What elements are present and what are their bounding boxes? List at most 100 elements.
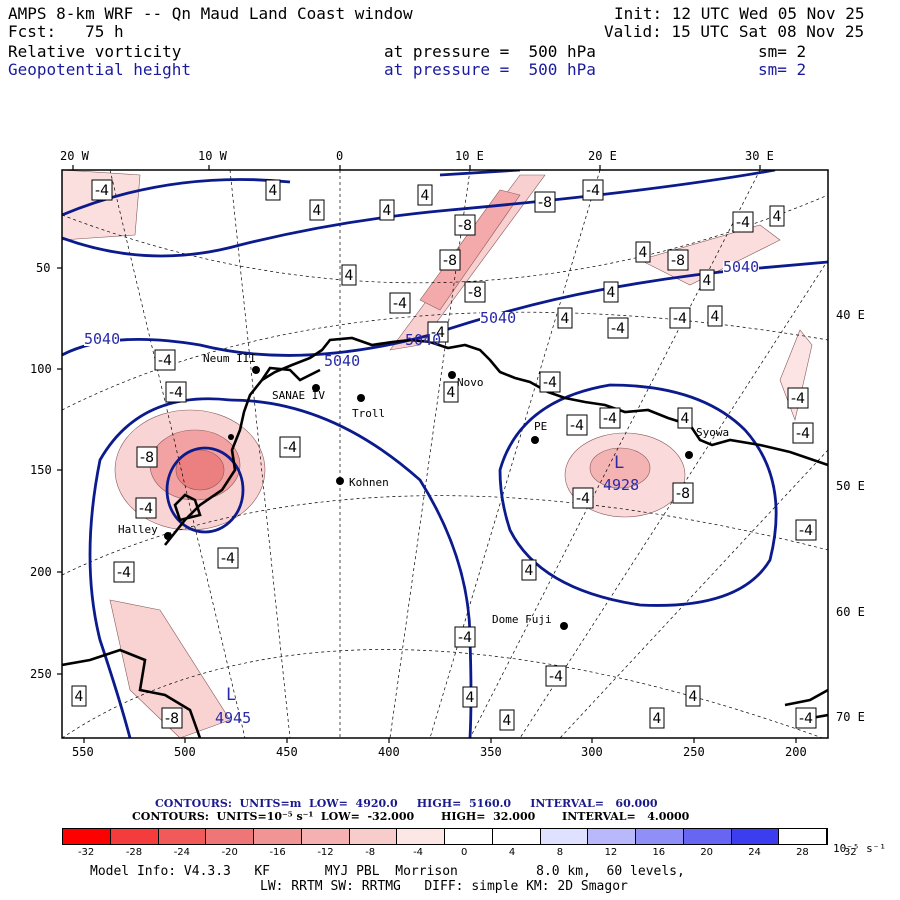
height-label: 5040 — [405, 331, 442, 349]
bottom-axis-label: 300 — [581, 745, 603, 759]
svg-text:-4: -4 — [603, 411, 617, 427]
height-contour — [439, 170, 521, 177]
svg-text:4: 4 — [421, 188, 430, 204]
colorbar-tick-label: -12 — [317, 847, 334, 858]
right-axis-label: 70 E — [836, 710, 865, 724]
valid-time: Valid: 15 UTC Sat 08 Nov 25 — [604, 22, 865, 41]
svg-text:4: 4 — [653, 711, 662, 727]
height-label: 5040 — [723, 258, 760, 276]
field1-name: Relative vorticity — [8, 42, 182, 61]
vort-label: -4 — [607, 317, 629, 339]
vort-label: -8 — [454, 214, 476, 236]
svg-text:4: 4 — [711, 309, 720, 325]
colorbar-tick-label: 32 — [843, 847, 857, 858]
colorbar-swatch — [588, 829, 636, 844]
vort-label: 4 — [521, 559, 537, 581]
vort-label: -4 — [792, 422, 814, 444]
svg-text:-4: -4 — [117, 565, 131, 581]
vorticity-contour-info: CONTOURS: UNITS=10⁻⁵ s⁻¹ LOW= -32.000 HI… — [132, 810, 690, 823]
vort-label: 4 — [462, 686, 478, 708]
vort-label: 4 — [707, 305, 723, 327]
station-label: Halley — [118, 523, 158, 536]
bottom-axis-label: 250 — [683, 745, 705, 759]
field2-name: Geopotential height — [8, 60, 192, 79]
svg-text:4: 4 — [313, 203, 322, 219]
colorbar-swatch — [683, 829, 732, 844]
svg-text:-4: -4 — [95, 183, 109, 199]
svg-text:-4: -4 — [283, 440, 297, 456]
vort-label: -4 — [545, 665, 567, 687]
height-contour — [229, 398, 473, 738]
low-marker: L — [614, 453, 625, 473]
vorticity-patch — [589, 447, 651, 489]
vort-label: -8 — [672, 482, 694, 504]
svg-text:-8: -8 — [443, 253, 457, 269]
station-label: Syowa — [696, 426, 730, 439]
top-axis-label: 10 W — [198, 149, 227, 163]
svg-text:4: 4 — [561, 311, 570, 327]
svg-text:4: 4 — [689, 689, 698, 705]
field1-smoothing: sm= 2 — [758, 42, 807, 61]
vort-label: -4 — [539, 371, 561, 393]
left-axis-label: 250 — [30, 667, 52, 681]
colorbar-swatch — [397, 829, 445, 844]
svg-text:-4: -4 — [431, 325, 445, 341]
svg-text:4: 4 — [383, 203, 392, 219]
svg-text:-8: -8 — [671, 253, 685, 269]
colorbar-swatch — [301, 829, 350, 844]
vorticity-fill — [62, 170, 813, 738]
station-dots — [164, 366, 693, 630]
svg-text:-4: -4 — [169, 385, 183, 401]
colorbar-tick-label: -32 — [77, 847, 95, 858]
top-axis-label: 10 E — [455, 149, 484, 163]
colorbar-swatch — [779, 829, 827, 844]
colorbar-tick-label: -24 — [173, 847, 191, 858]
colorbar-tick-label: -20 — [221, 847, 238, 858]
bottom-axis-label: 450 — [276, 745, 298, 759]
vort-label: -8 — [161, 707, 183, 729]
vort-label: -4 — [795, 707, 817, 729]
colorbar-swatch — [445, 829, 493, 844]
bottom-axis-label: 350 — [480, 745, 502, 759]
bottom-axis-label: 500 — [174, 745, 196, 759]
vorticity-patch — [175, 449, 225, 491]
chart-title: AMPS 8-km WRF -- Qn Maud Land Coast wind… — [8, 4, 413, 23]
right-axis-label: 50 E — [836, 479, 865, 493]
vort-label: -4 — [217, 547, 239, 569]
vort-label: -4 — [582, 179, 604, 201]
vort-label: 4 — [309, 199, 325, 221]
colorbar-swatch — [731, 829, 780, 844]
vort-label: 4 — [499, 709, 515, 731]
colorbar-tick-label: -16 — [269, 847, 286, 858]
height-label: 5040 — [324, 352, 361, 370]
axis-ticks — [57, 165, 797, 743]
svg-text:-4: -4 — [570, 418, 584, 434]
svg-text:-4: -4 — [796, 426, 810, 442]
vort-label: -4 — [279, 436, 301, 458]
colorbar-unit: 10⁻⁵ s⁻¹ — [833, 842, 886, 855]
low-value: 4945 — [215, 709, 252, 727]
vort-label: -8 — [439, 249, 461, 271]
svg-text:-8: -8 — [538, 195, 552, 211]
height-contour-info: CONTOURS: UNITS=m LOW= 4920.0 HIGH= 5160… — [155, 797, 658, 810]
right-axis-label: 40 E — [836, 308, 865, 322]
bottom-axis-label: 400 — [378, 745, 400, 759]
svg-text:-8: -8 — [458, 218, 472, 234]
svg-text:4: 4 — [345, 268, 354, 284]
vort-label: -4 — [165, 381, 187, 403]
height-contour — [498, 383, 778, 607]
svg-text:-4: -4 — [673, 311, 687, 327]
svg-text:-8: -8 — [165, 711, 179, 727]
station-label: Novo — [457, 376, 484, 389]
vort-label: -4 — [91, 179, 113, 201]
station-label: SANAE IV — [272, 389, 325, 402]
svg-text:-4: -4 — [799, 711, 813, 727]
svg-text:-4: -4 — [576, 491, 590, 507]
vort-label: 4 — [677, 407, 693, 429]
colorbar-swatch — [349, 829, 398, 844]
height-contour — [62, 178, 291, 217]
vort-label: 4 — [379, 199, 395, 221]
vort-label: 4 — [341, 264, 357, 286]
top-axis-label: 20 W — [60, 149, 89, 163]
svg-text:-4: -4 — [543, 375, 557, 391]
